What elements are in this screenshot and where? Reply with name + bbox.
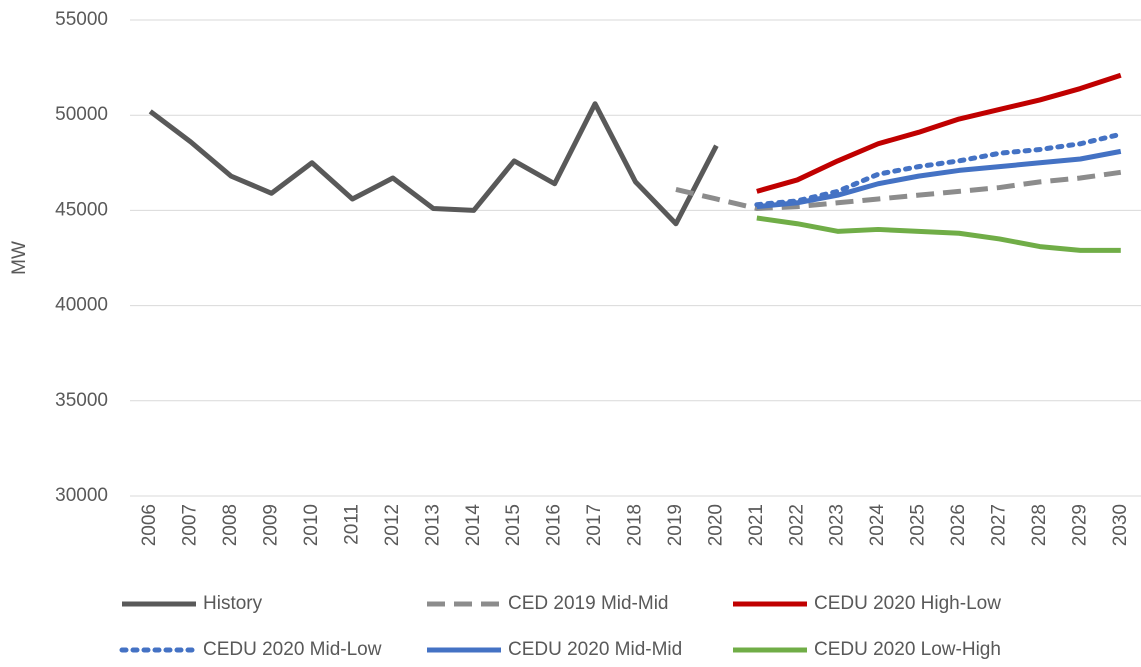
legend-label: CEDU 2020 Low-High	[814, 639, 1001, 660]
y-tick-label: 35000	[55, 390, 108, 411]
x-tick-label: 2020	[705, 504, 726, 546]
x-tick-label: 2016	[544, 504, 565, 546]
series-line	[756, 72, 1122, 194]
x-tick-label: 2013	[422, 504, 443, 546]
y-tick-label: 50000	[55, 104, 108, 125]
x-tick-label: 2008	[220, 504, 241, 546]
x-tick-label: 2022	[786, 504, 807, 546]
series-line	[675, 169, 1122, 211]
y-axis-label: MW	[9, 241, 30, 275]
x-tick-label: 2028	[1029, 504, 1050, 546]
legend-label: CEDU 2020 Mid-Low	[203, 639, 382, 660]
y-tick-label: 55000	[55, 9, 108, 30]
x-tick-label: 2017	[584, 504, 605, 546]
legend-label: CED 2019 Mid-Mid	[508, 593, 669, 614]
x-tick-label: 2025	[908, 504, 929, 546]
legend-label: CEDU 2020 Mid-Mid	[508, 639, 682, 660]
x-tick-label: 2030	[1110, 504, 1131, 546]
x-tick-label: 2023	[827, 504, 848, 546]
y-tick-label: 45000	[55, 199, 108, 220]
x-tick-label: 2021	[746, 504, 767, 546]
legend-label: CEDU 2020 High-Low	[814, 593, 1001, 614]
series-line	[756, 148, 1122, 210]
x-tick-label: 2012	[382, 504, 403, 546]
x-tick-label: 2015	[503, 504, 524, 546]
x-tick-label: 2027	[988, 504, 1009, 546]
x-tick-label: 2010	[301, 504, 322, 546]
x-tick-label: 2007	[180, 504, 201, 546]
x-tick-label: 2009	[261, 504, 282, 546]
x-tick-label: 2018	[625, 504, 646, 546]
x-tick-label: 2029	[1069, 504, 1090, 546]
legend-label: History	[203, 593, 263, 614]
x-tick-label: 2006	[139, 504, 160, 546]
x-tick-label: 2011	[341, 504, 362, 545]
series-line	[148, 101, 719, 227]
series-line	[754, 131, 1124, 208]
series-line	[756, 215, 1121, 253]
y-tick-label: 30000	[55, 485, 108, 506]
x-tick-label: 2026	[948, 504, 969, 546]
y-tick-label: 40000	[55, 295, 108, 316]
x-tick-label: 2014	[463, 504, 484, 547]
x-tick-label: 2019	[665, 504, 686, 546]
x-tick-label: 2024	[867, 504, 888, 547]
